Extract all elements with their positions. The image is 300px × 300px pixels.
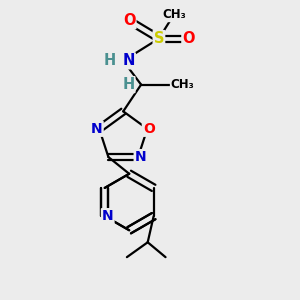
Text: O: O — [182, 31, 195, 46]
Text: CH₃: CH₃ — [162, 8, 186, 21]
Text: H: H — [122, 77, 134, 92]
Text: O: O — [123, 13, 135, 28]
Text: N: N — [91, 122, 103, 136]
Text: H: H — [104, 53, 116, 68]
Text: CH₃: CH₃ — [171, 78, 195, 91]
Text: N: N — [122, 53, 135, 68]
Text: O: O — [143, 122, 155, 136]
Text: N: N — [102, 209, 113, 223]
Text: S: S — [154, 31, 164, 46]
Text: N: N — [135, 150, 146, 164]
